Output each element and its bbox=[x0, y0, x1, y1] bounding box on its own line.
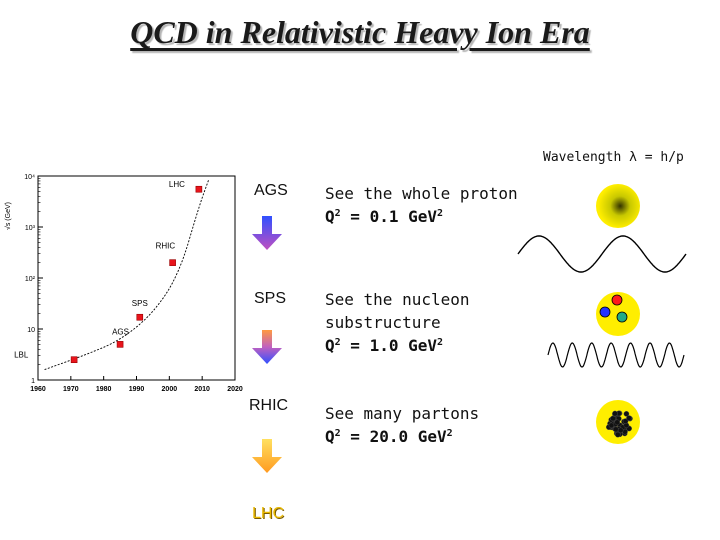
parton-dot bbox=[626, 415, 632, 421]
data-point-ags bbox=[116, 341, 124, 348]
description-sps: See the nucleon substructure Q2 = 1.0 Ge… bbox=[325, 288, 470, 357]
x-tick-label: 1970 bbox=[63, 386, 79, 393]
data-point-sps bbox=[136, 313, 144, 321]
description-sps-line1: See the nucleon bbox=[325, 290, 470, 309]
parton-dot bbox=[612, 410, 618, 417]
parton-dot bbox=[623, 411, 630, 417]
data-point-lbl bbox=[70, 356, 78, 364]
quark-green bbox=[616, 311, 628, 323]
accelerator-label-sps: SPS bbox=[254, 290, 287, 307]
data-point-label-lhc: LHC bbox=[169, 180, 185, 189]
data-point-label-sps: SPS bbox=[132, 299, 148, 308]
description-ags-line1: See the whole proton bbox=[325, 184, 518, 203]
arrow-sps-to-rhic bbox=[252, 330, 282, 364]
description-sps-line2: substructure bbox=[325, 313, 441, 332]
arrow-rhic-to-lhc bbox=[252, 439, 282, 473]
x-tick-label: 1990 bbox=[129, 386, 145, 393]
arrow-ags-to-sps bbox=[252, 216, 282, 250]
wavelength-label: Wavelength λ = h/p bbox=[543, 150, 684, 165]
chart-frame bbox=[37, 175, 236, 381]
parton-dot bbox=[608, 422, 615, 429]
proton-whole-illustration bbox=[596, 184, 640, 228]
data-point-label-ags: AGS bbox=[112, 327, 129, 336]
parton-dot bbox=[612, 426, 619, 433]
accelerator-label-lhc: LHC bbox=[252, 505, 285, 522]
trend-curve bbox=[44, 179, 210, 371]
parton-dot bbox=[617, 427, 624, 434]
description-rhic: See many partons Q2 = 20.0 GeV2 bbox=[325, 402, 479, 448]
y-tick-label: 10⁴ bbox=[24, 174, 35, 181]
quark-blue bbox=[599, 306, 611, 318]
description-ags: See the whole proton Q2 = 0.1 GeV2 bbox=[325, 182, 518, 228]
energy-chart: 1960 1970 1980 1990 2000 2010 2020 1 10 10² 10³ 10⁴… bbox=[4, 174, 243, 393]
data-point-rhic bbox=[169, 259, 176, 266]
x-tick-label: 2020 bbox=[227, 386, 243, 393]
description-ags-q2: Q2 = 0.1 GeV2 bbox=[325, 207, 444, 226]
x-tick-label: 1980 bbox=[96, 386, 112, 393]
x-tick-label: 2010 bbox=[194, 386, 210, 393]
wavelength-wave-medium bbox=[547, 342, 685, 368]
y-axis-label: √s (GeV) bbox=[4, 202, 12, 230]
description-sps-q2: Q2 = 1.0 GeV2 bbox=[325, 336, 444, 355]
description-rhic-q2: Q2 = 20.0 GeV2 bbox=[325, 427, 453, 446]
parton-dot bbox=[614, 431, 621, 438]
proton-quarks-illustration bbox=[596, 292, 640, 336]
data-point-lhc bbox=[195, 185, 203, 193]
slide-title: QCD in Relativistic Heavy Ion Era bbox=[130, 14, 590, 50]
description-rhic-line1: See many partons bbox=[325, 404, 480, 423]
data-point-label-lbl: LBL bbox=[14, 351, 29, 360]
y-tick-label: 1 bbox=[31, 378, 35, 385]
x-tick-label: 2000 bbox=[162, 386, 178, 393]
parton-dot bbox=[614, 419, 621, 426]
accelerator-label-ags: AGS bbox=[254, 182, 288, 199]
quark-red bbox=[611, 294, 623, 306]
data-point-label-rhic: RHIC bbox=[156, 242, 176, 251]
wavelength-wave-long bbox=[517, 235, 687, 273]
y-tick-label: 10² bbox=[25, 276, 36, 283]
y-tick-label: 10³ bbox=[25, 225, 36, 232]
proton-partons-illustration bbox=[596, 400, 640, 444]
accelerator-label-rhic: RHIC bbox=[249, 397, 289, 414]
x-tick-label: 1960 bbox=[30, 386, 46, 393]
y-tick-label: 10 bbox=[27, 327, 35, 334]
